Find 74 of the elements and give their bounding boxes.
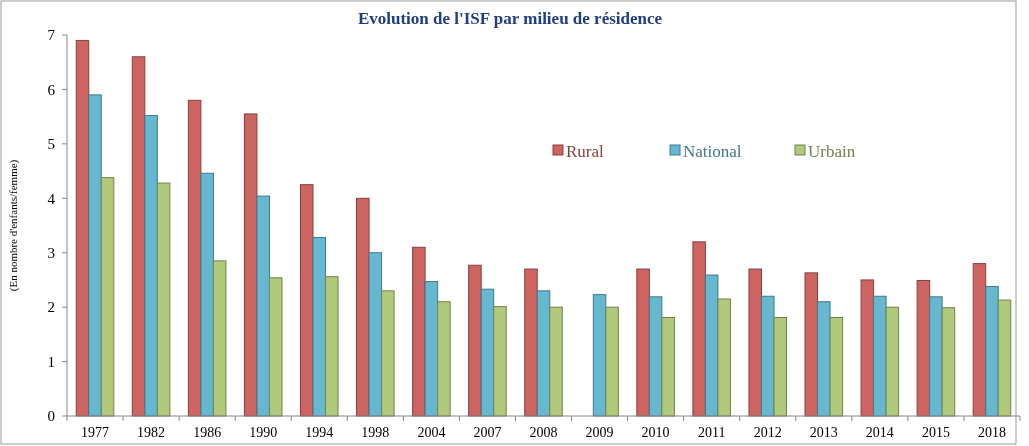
bar <box>985 285 999 417</box>
bar <box>131 56 146 417</box>
x-tick-label: 2013 <box>809 425 838 440</box>
bar <box>424 281 439 417</box>
x-tick-label: 1977 <box>81 425 110 440</box>
legend-label: National <box>683 141 742 161</box>
bar <box>100 177 115 417</box>
bar <box>929 296 943 417</box>
bar <box>200 172 214 417</box>
y-tick-label: 4 <box>47 190 56 207</box>
bar <box>829 316 844 417</box>
bar <box>268 277 283 417</box>
bar <box>212 260 227 417</box>
y-tick-label: 0 <box>47 408 55 425</box>
x-tick-label: 2018 <box>977 425 1006 440</box>
bar <box>941 307 956 417</box>
bar <box>916 279 931 417</box>
bar <box>636 268 650 417</box>
x-tick-label: 1998 <box>361 425 390 440</box>
bar <box>804 272 819 417</box>
bar <box>748 268 762 417</box>
bar <box>997 299 1012 417</box>
bar <box>493 306 507 417</box>
bar <box>468 264 482 417</box>
bar <box>187 99 202 417</box>
bar <box>356 197 370 417</box>
bar <box>860 279 875 417</box>
y-tick-label: 3 <box>47 244 55 261</box>
y-tick-label: 5 <box>47 136 55 153</box>
y-axis-title: (En nombre d'enfants/femme) <box>7 159 20 292</box>
bar <box>885 306 900 417</box>
y-tick-label: 1 <box>47 353 55 370</box>
x-tick-label: 2008 <box>529 425 558 440</box>
x-tick-label: 2009 <box>585 425 614 440</box>
bar <box>692 241 706 417</box>
bar <box>325 276 339 417</box>
bar <box>717 298 731 417</box>
legend-label: Urbain <box>808 141 856 161</box>
bar <box>256 195 270 417</box>
bar <box>704 274 719 417</box>
x-tick-label: 2007 <box>473 425 502 440</box>
x-tick-label: 2004 <box>417 425 446 440</box>
x-tick-label: 2010 <box>641 425 670 440</box>
bar <box>299 184 314 417</box>
bar <box>381 290 395 417</box>
bar <box>648 296 663 417</box>
bar <box>605 306 619 417</box>
x-tick-label: 1982 <box>137 425 166 440</box>
bar <box>549 306 563 417</box>
bar <box>524 268 538 417</box>
bar <box>156 182 171 417</box>
x-tick-label: 1994 <box>305 425 334 440</box>
bar <box>144 115 158 417</box>
y-tick-label: 7 <box>47 27 56 44</box>
bar <box>368 252 383 417</box>
x-tick-label: 2014 <box>865 425 894 440</box>
x-tick-label: 2012 <box>753 425 782 440</box>
x-tick-label: 1986 <box>193 425 222 440</box>
bar <box>312 236 327 417</box>
legend-label: Rural <box>566 141 605 161</box>
bar <box>437 301 451 417</box>
bar <box>817 301 831 417</box>
y-tick-label: 2 <box>47 299 55 316</box>
x-tick-label: 2011 <box>697 425 726 440</box>
x-tick-label: 2015 <box>921 425 950 440</box>
y-tick-label: 6 <box>47 81 56 98</box>
chart-title: Evolution de l'ISF par milieu de résidence <box>357 9 663 28</box>
bar <box>88 94 102 417</box>
bar <box>243 113 258 417</box>
bar <box>760 295 775 417</box>
bar <box>412 246 426 417</box>
bar <box>773 316 788 417</box>
x-tick-label: 1990 <box>249 425 278 440</box>
bar <box>661 316 675 417</box>
